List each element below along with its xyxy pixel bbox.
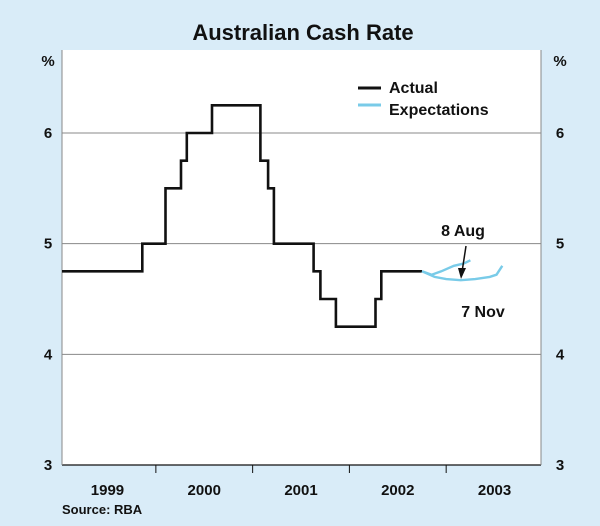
source-note: Source: RBA <box>62 502 143 517</box>
annotation-7-nov: 7 Nov <box>461 304 505 321</box>
y-tick-label-right: 4 <box>556 346 565 363</box>
series-line-actual <box>62 104 422 328</box>
y-tick-label-right: 5 <box>556 236 564 253</box>
x-tick-label: 2001 <box>284 482 317 499</box>
y-axis-label-left: % <box>41 53 54 70</box>
y-tick-label-right: 6 <box>556 125 564 142</box>
y-ticks-left: 3 4 5 6 <box>44 125 53 474</box>
x-tick-label: 2003 <box>478 482 511 499</box>
chart-title: Australian Cash Rate <box>192 20 413 45</box>
annotation-8-aug: 8 Aug <box>441 223 485 240</box>
legend: Actual Expectations <box>358 80 489 119</box>
y-tick-label-left: 3 <box>44 457 52 474</box>
annotation-arrowhead <box>458 268 466 279</box>
y-tick-label-right: 3 <box>556 457 564 474</box>
x-tick-label: 1999 <box>91 482 124 499</box>
legend-label-expectations: Expectations <box>389 102 489 119</box>
y-tick-label-left: 6 <box>44 125 52 142</box>
y-tick-label-left: 5 <box>44 236 52 253</box>
y-ticks-right: 3 4 5 6 <box>556 125 565 474</box>
y-tick-label-left: 4 <box>44 346 53 363</box>
x-ticks: 1999 2000 2001 2002 2003 <box>91 482 511 499</box>
x-year-dividers <box>155 465 447 473</box>
annotation-arrow <box>461 245 467 273</box>
series-line-expectations-7-nov <box>421 265 504 282</box>
legend-label-actual: Actual <box>389 80 438 97</box>
series-lines <box>62 104 504 328</box>
y-axis-label-right: % <box>553 53 566 70</box>
x-tick-label: 2000 <box>188 482 221 499</box>
x-tick-label: 2002 <box>381 482 414 499</box>
